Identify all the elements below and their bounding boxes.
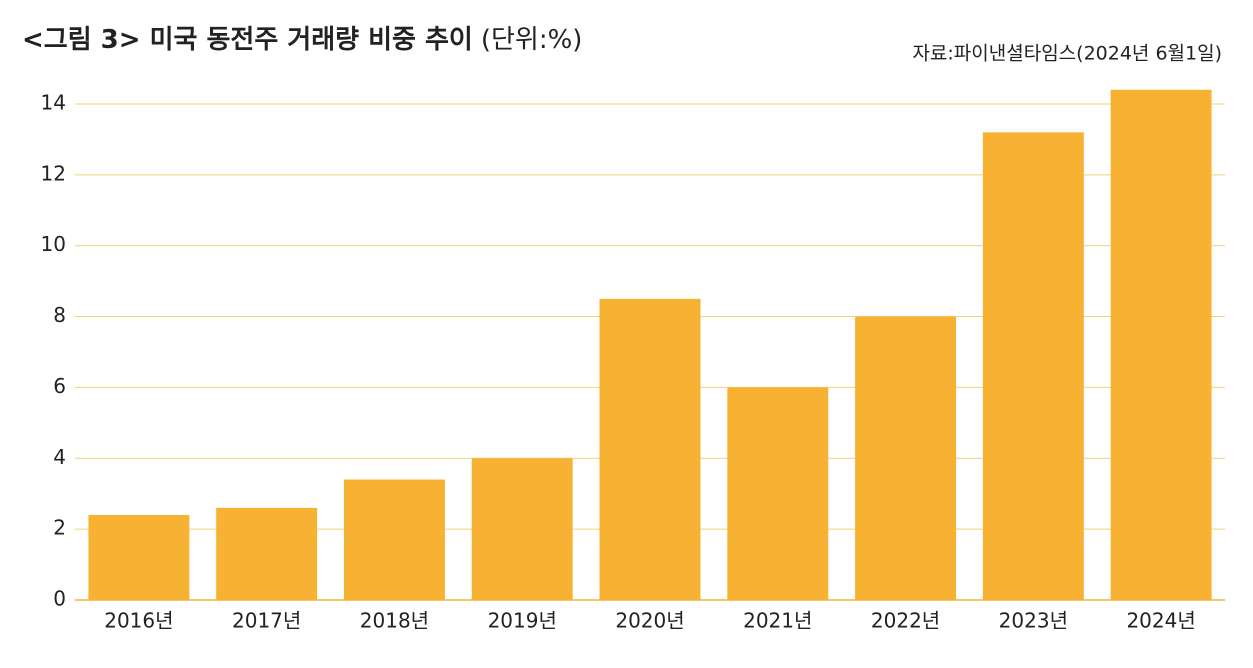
y-tick-label: 10 (41, 232, 66, 256)
x-tick-label: 2018년 (360, 609, 429, 633)
unit-note: (단위:%) (481, 25, 583, 55)
bar (88, 514, 190, 600)
chart-title-line: <그림 3> 미국 동전주 거래량 비중 추이 (단위:%) (22, 25, 582, 55)
y-tick-label: 2 (53, 516, 66, 540)
bar (1110, 89, 1212, 601)
x-tick-label: 2020년 (615, 609, 684, 633)
y-tick-label: 6 (53, 374, 66, 398)
source-note: 자료:파이낸셜타임스(2024년 6월1일) (912, 43, 1222, 65)
x-tick-label: 2021년 (743, 609, 812, 633)
x-tick-label: 2016년 (104, 609, 173, 633)
bar (727, 387, 829, 600)
bar (471, 458, 573, 600)
bar (216, 507, 318, 600)
y-tick-label: 4 (53, 445, 66, 469)
x-tick-label: 2017년 (232, 609, 301, 633)
bar (855, 316, 957, 600)
x-tick-label: 2023년 (999, 609, 1068, 633)
y-tick-label: 12 (41, 161, 66, 185)
y-tick-label: 14 (41, 90, 66, 114)
y-tick-label: 0 (53, 587, 66, 611)
x-tick-label: 2019년 (488, 609, 557, 633)
y-tick-label: 8 (53, 303, 66, 327)
bar (982, 132, 1084, 600)
x-tick-label: 2022년 (871, 609, 940, 633)
bar (599, 298, 701, 600)
chart-title: <그림 3> 미국 동전주 거래량 비중 추이 (22, 25, 473, 55)
x-tick-label: 2024년 (1126, 609, 1195, 633)
bar (343, 479, 445, 600)
